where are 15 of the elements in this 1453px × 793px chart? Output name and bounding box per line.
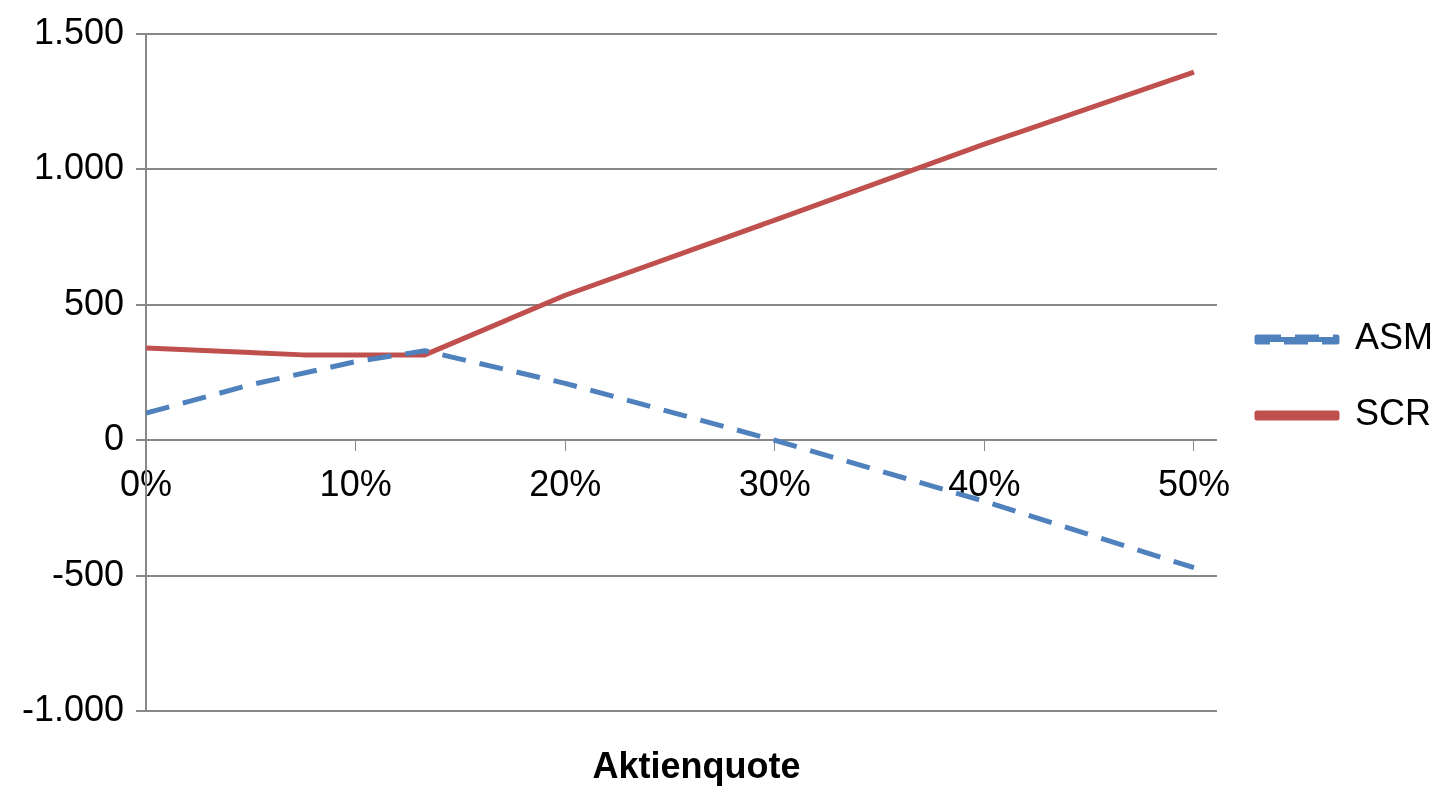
- x-tick-label: 40%: [948, 462, 1021, 504]
- x-tick-label: 0%: [120, 462, 173, 504]
- y-tick-label: 1.500: [33, 10, 125, 52]
- y-tick-label: -500: [52, 552, 125, 594]
- x-axis-title: Aktienquote: [591, 745, 802, 787]
- y-tick-label: 500: [64, 281, 125, 323]
- legend-label: SCR: [1354, 392, 1431, 434]
- x-tick-label: 20%: [529, 462, 602, 504]
- y-tick-label: 1.000: [33, 146, 125, 188]
- x-tick-label: 30%: [738, 462, 811, 504]
- legend-label: ASM: [1354, 316, 1433, 358]
- y-tick-label: 0: [104, 417, 125, 459]
- x-tick-label: 10%: [319, 462, 392, 504]
- x-tick-label: 50%: [1157, 462, 1230, 504]
- y-tick-label: -1.000: [22, 688, 125, 730]
